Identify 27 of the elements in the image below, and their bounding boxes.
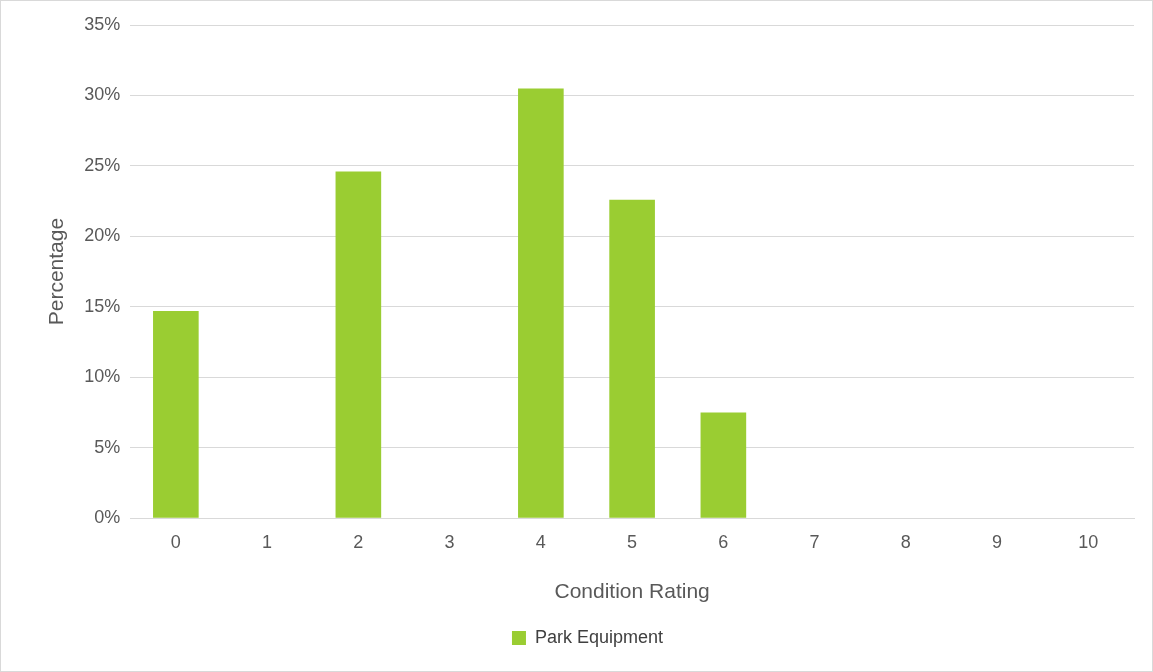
y-tick-label: 30% xyxy=(84,84,121,105)
bar xyxy=(153,311,199,518)
y-tick-label: 5% xyxy=(94,436,121,457)
y-tick-label: 25% xyxy=(84,154,121,175)
x-tick-label: 5 xyxy=(627,531,638,552)
bar xyxy=(335,171,382,518)
y-tick-label: 35% xyxy=(84,13,121,34)
x-tick-label: 8 xyxy=(900,531,911,552)
x-tick-label: 2 xyxy=(353,531,364,552)
x-tick-label: 6 xyxy=(718,531,729,552)
bar xyxy=(609,199,655,518)
x-tick-label: 4 xyxy=(535,531,546,552)
x-tick-label: 0 xyxy=(170,531,181,552)
y-tick-label: 20% xyxy=(84,225,121,246)
y-tick-label: 10% xyxy=(84,366,121,387)
x-tick-label: 1 xyxy=(262,531,273,552)
x-tick-label: 3 xyxy=(444,531,455,552)
bar xyxy=(700,412,747,518)
legend-label: Park Equipment xyxy=(534,626,664,647)
bar xyxy=(518,88,564,518)
y-axis-title: Percentage xyxy=(44,217,68,326)
x-axis-title: Condition Rating xyxy=(554,579,710,603)
x-tick-label: 10 xyxy=(1078,531,1099,552)
x-tick-label: 9 xyxy=(992,531,1003,552)
y-tick-label: 0% xyxy=(94,507,121,528)
y-tick-label: 15% xyxy=(84,295,121,316)
x-tick-label: 7 xyxy=(809,531,820,552)
